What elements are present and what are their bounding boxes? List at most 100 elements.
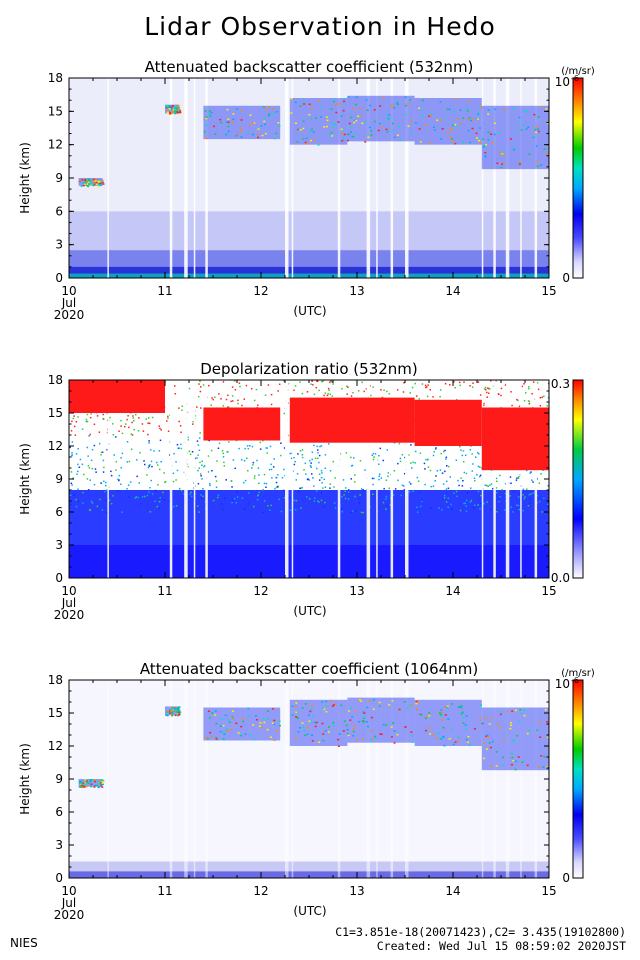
- x-tick-label: 14: [445, 284, 460, 298]
- data-gap: [205, 380, 208, 578]
- cloud-layer: [481, 707, 549, 771]
- x-tick-label: 13: [349, 884, 364, 898]
- data-gap: [405, 380, 409, 578]
- data-gap: [285, 680, 289, 878]
- colorbar-unit: (/m/sr): [561, 66, 595, 77]
- figure-title: Lidar Observation in Hedo: [144, 12, 496, 41]
- x-tick-label: 13: [349, 284, 364, 298]
- data-gap: [169, 380, 173, 578]
- lower-layer: [69, 545, 549, 578]
- data-gap: [390, 78, 394, 278]
- y-tick-label: 15: [48, 406, 63, 420]
- data-gap: [534, 78, 538, 278]
- y-tick-label: 9: [55, 171, 63, 185]
- data-gap: [390, 680, 394, 878]
- y-tick-label: 18: [48, 71, 63, 85]
- plot-area: [69, 380, 549, 578]
- data-gap: [505, 78, 510, 278]
- y-tick-label: 12: [48, 138, 63, 152]
- data-gap: [376, 680, 378, 878]
- data-gap: [337, 380, 341, 578]
- y-tick-label: 0: [55, 871, 63, 885]
- cloud-layer: [481, 407, 549, 471]
- x-tick-label: 11: [157, 284, 172, 298]
- y-tick-label: 12: [48, 739, 63, 753]
- colorbar-min-label: 0: [562, 271, 570, 285]
- panel-2: Depolarization ratio (532nm) 0 3 6 9 12 15 18 He…: [18, 360, 584, 622]
- panel-title: Depolarization ratio (532nm): [200, 360, 418, 378]
- x-year-label: 2020: [54, 608, 85, 622]
- data-gap: [107, 680, 109, 878]
- x-tick-label: 12: [253, 284, 268, 298]
- plot-area: [69, 78, 549, 278]
- cloud-layer: [414, 399, 482, 446]
- data-gap: [481, 680, 484, 878]
- y-tick-label: 12: [48, 439, 63, 453]
- y-tick-label: 3: [55, 838, 63, 852]
- colorbar-scale: [572, 679, 584, 879]
- y-tick-label: 18: [48, 373, 63, 387]
- cloud-layer: [414, 699, 482, 746]
- y-tick-label: 15: [48, 706, 63, 720]
- x-year-label: 2020: [54, 308, 85, 322]
- data-gap: [505, 680, 510, 878]
- data-gap: [193, 78, 196, 278]
- x-tick-label: 15: [541, 284, 556, 298]
- colorbar: 0 10 -6(/m/sr): [555, 66, 595, 285]
- data-gap: [534, 380, 538, 578]
- data-gap: [493, 78, 496, 278]
- data-gap: [481, 380, 484, 578]
- x-tick-label: 11: [157, 884, 172, 898]
- y-tick-label: 0: [55, 271, 63, 285]
- x-tick-label: 11: [157, 584, 172, 598]
- data-gap: [390, 380, 394, 578]
- data-gap: [366, 380, 371, 578]
- x-month-label: Jul: [61, 596, 76, 610]
- x-tick-label: 12: [253, 884, 268, 898]
- data-gap: [376, 78, 378, 278]
- data-gap: [169, 680, 173, 878]
- cloud-layer: [203, 407, 281, 441]
- y-axis-label: Height (km): [18, 443, 32, 514]
- data-gap: [493, 680, 496, 878]
- data-gap: [534, 680, 538, 878]
- data-gap: [285, 78, 289, 278]
- organization-label: NIES: [10, 936, 38, 950]
- cloud-layer: [347, 95, 415, 142]
- y-tick-label: 15: [48, 104, 63, 118]
- panel-title: Attenuated backscatter coefficient (1064…: [140, 660, 478, 678]
- y-tick-label: 3: [55, 238, 63, 252]
- colorbar: 0 10 -6(/m/sr): [555, 668, 595, 885]
- x-month-label: Jul: [61, 296, 76, 310]
- panel-1: Attenuated backscatter coefficient (532n…: [18, 58, 595, 322]
- y-tick-label: 6: [55, 805, 63, 819]
- colorbar-max-label: 10: [555, 677, 570, 691]
- x-tick-label: 10: [61, 884, 76, 898]
- data-gap: [366, 78, 371, 278]
- x-year-label: 2020: [54, 908, 85, 922]
- x-tick-label: 10: [61, 584, 76, 598]
- colorbar-scale: [572, 379, 584, 579]
- x-axis-label: (UTC): [293, 904, 326, 918]
- x-tick-label: 15: [541, 584, 556, 598]
- y-tick-label: 6: [55, 204, 63, 218]
- x-month-label: Jul: [61, 896, 76, 910]
- data-gap: [184, 680, 188, 878]
- data-gap: [184, 380, 188, 578]
- calibration-label: C1=3.851e-18(20071423),C2= 3.435(1910280…: [335, 925, 626, 939]
- cloud-layer: [69, 380, 165, 413]
- surface-layer: [69, 871, 549, 878]
- y-axis-label: Height (km): [18, 142, 32, 213]
- data-gap: [107, 78, 109, 278]
- data-gap: [337, 680, 341, 878]
- data-gap: [481, 78, 484, 278]
- y-tick-label: 9: [55, 472, 63, 486]
- panel-3: Attenuated backscatter coefficient (1064…: [18, 660, 595, 922]
- data-gap: [193, 380, 196, 578]
- plot-area: [69, 680, 549, 878]
- colorbar-max-label: 10: [555, 75, 570, 89]
- colorbar: 0.0 0.3: [551, 377, 584, 585]
- y-tick-label: 9: [55, 772, 63, 786]
- y-axis-label: Height (km): [18, 743, 32, 814]
- x-tick-label: 13: [349, 584, 364, 598]
